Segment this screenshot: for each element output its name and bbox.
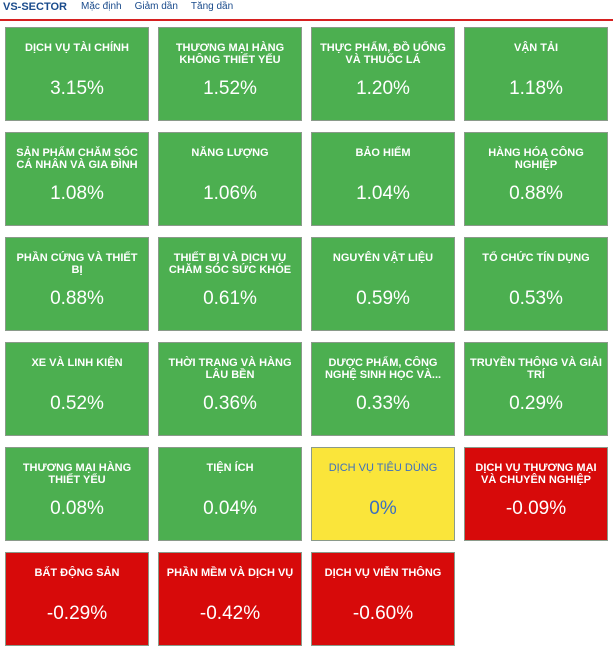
sector-change-value: 0.29% (509, 393, 563, 414)
sector-change-value: 1.08% (50, 183, 104, 204)
sector-tile[interactable]: HÀNG HÓA CÔNG NGHIỆP 0.88% (464, 132, 608, 226)
sector-name: THIẾT BỊ VÀ DỊCH VỤ CHĂM SÓC SỨC KHỎE (168, 252, 292, 276)
sector-name: TRUYỀN THÔNG VÀ GIẢI TRÍ (469, 357, 602, 381)
sector-tile[interactable]: THIẾT BỊ VÀ DỊCH VỤ CHĂM SÓC SỨC KHỎE 0.6… (158, 237, 302, 331)
sector-heatmap-grid: DỊCH VỤ TÀI CHÍNH 3.15% THƯƠNG MẠI HÀNG KH… (5, 27, 608, 646)
sector-change-value: -0.09% (505, 498, 567, 519)
sector-name: BẢO HIỂM (355, 147, 411, 159)
sector-name: PHẦN MỀM VÀ DỊCH VỤ (166, 567, 294, 579)
sector-change-value: 0.52% (50, 393, 104, 414)
sector-name: HÀNG HÓA CÔNG NGHIỆP (488, 147, 584, 171)
sector-header: VS-SECTOR Mặc định Giảm dần Tăng dần (0, 0, 613, 21)
sector-tile[interactable]: THỜI TRANG VÀ HÀNG LÂU BỀN 0.36% (158, 342, 302, 436)
sector-tile[interactable]: TRUYỀN THÔNG VÀ GIẢI TRÍ 0.29% (464, 342, 608, 436)
sector-tile[interactable]: THỰC PHẨM, ĐỒ UỐNG VÀ THUỐC LÁ 1.20% (311, 27, 455, 121)
sector-change-value: 0.08% (50, 498, 104, 519)
sector-name: THỜI TRANG VÀ HÀNG LÂU BỀN (168, 357, 292, 381)
sector-tile[interactable]: BẢO HIỂM 1.04% (311, 132, 455, 226)
sector-change-value: 0.53% (509, 288, 563, 309)
sector-name: TỔ CHỨC TÍN DỤNG (482, 252, 590, 264)
page-title: VS-SECTOR (3, 0, 67, 13)
sector-name: BẤT ĐỘNG SẢN (34, 567, 120, 579)
sector-name: DƯỢC PHẨM, CÔNG NGHỆ SINH HỌC VÀ... (324, 357, 442, 381)
sector-name: DỊCH VỤ THƯƠNG MẠI VÀ CHUYÊN NGHIỆP (475, 462, 597, 486)
sector-tile[interactable]: BẤT ĐỘNG SẢN -0.29% (5, 552, 149, 646)
sector-name: NGUYÊN VẬT LIỆU (332, 252, 434, 264)
sector-change-value: 1.18% (509, 78, 563, 99)
sector-change-value: -0.60% (352, 603, 414, 624)
sector-change-value: 0.88% (509, 183, 563, 204)
sector-change-value: 0.04% (203, 498, 257, 519)
sector-name: DỊCH VỤ VIỄN THÔNG (324, 567, 442, 579)
sector-tile[interactable]: THƯƠNG MẠI HÀNG THIẾT YẾU 0.08% (5, 447, 149, 541)
sector-tile[interactable]: NĂNG LƯỢNG 1.06% (158, 132, 302, 226)
sector-name: XE VÀ LINH KIỆN (31, 357, 123, 369)
sector-change-value: 0.59% (356, 288, 410, 309)
tab-default[interactable]: Mặc định (80, 1, 122, 12)
sector-name: DỊCH VỤ TIÊU DÙNG (328, 462, 438, 474)
sector-tile[interactable]: DỊCH VỤ TÀI CHÍNH 3.15% (5, 27, 149, 121)
sector-name: PHẦN CỨNG VÀ THIẾT BỊ (16, 252, 138, 276)
sector-tile[interactable]: TIỆN ÍCH 0.04% (158, 447, 302, 541)
sector-tile[interactable]: PHẦN MỀM VÀ DỊCH VỤ -0.42% (158, 552, 302, 646)
sector-tile[interactable]: PHẦN CỨNG VÀ THIẾT BỊ 0.88% (5, 237, 149, 331)
sector-tile[interactable]: DƯỢC PHẨM, CÔNG NGHỆ SINH HỌC VÀ... 0.33% (311, 342, 455, 436)
sector-change-value: 0.33% (356, 393, 410, 414)
sector-change-value: 0.36% (203, 393, 257, 414)
sector-tile[interactable]: DỊCH VỤ VIỄN THÔNG -0.60% (311, 552, 455, 646)
sector-change-value: 0.61% (203, 288, 257, 309)
sector-change-value: 1.52% (203, 78, 257, 99)
sector-tile[interactable]: TỔ CHỨC TÍN DỤNG 0.53% (464, 237, 608, 331)
sector-name: THƯƠNG MẠI HÀNG KHÔNG THIẾT YẾU (175, 42, 285, 66)
sector-name: SẢN PHẨM CHĂM SÓC CÁ NHÂN VÀ GIA ĐÌNH (16, 147, 138, 171)
sector-tile[interactable]: XE VÀ LINH KIỆN 0.52% (5, 342, 149, 436)
sector-change-value: 1.04% (356, 183, 410, 204)
sector-tile[interactable]: NGUYÊN VẬT LIỆU 0.59% (311, 237, 455, 331)
sector-change-value: -0.42% (199, 603, 261, 624)
sector-change-value: 3.15% (50, 78, 104, 99)
sector-change-value: 1.06% (203, 183, 257, 204)
sector-change-value: 0.88% (50, 288, 104, 309)
sector-name: THƯƠNG MẠI HÀNG THIẾT YẾU (22, 462, 132, 486)
sector-tile[interactable]: SẢN PHẨM CHĂM SÓC CÁ NHÂN VÀ GIA ĐÌNH 1.0… (5, 132, 149, 226)
tab-ascending[interactable]: Tăng dần (190, 1, 234, 12)
sector-name: THỰC PHẨM, ĐỒ UỐNG VÀ THUỐC LÁ (320, 42, 446, 66)
sector-tile[interactable]: DỊCH VỤ THƯƠNG MẠI VÀ CHUYÊN NGHIỆP -0.09… (464, 447, 608, 541)
sector-change-value: 0% (369, 498, 397, 519)
sector-name: VẬN TẢI (514, 42, 558, 54)
sector-name: NĂNG LƯỢNG (191, 147, 269, 159)
sector-change-value: 1.20% (356, 78, 410, 99)
sector-name: DỊCH VỤ TÀI CHÍNH (25, 42, 129, 54)
sector-name: TIỆN ÍCH (206, 462, 254, 474)
sector-tile[interactable]: DỊCH VỤ TIÊU DÙNG 0% (311, 447, 455, 541)
sector-tile[interactable]: THƯƠNG MẠI HÀNG KHÔNG THIẾT YẾU 1.52% (158, 27, 302, 121)
sector-change-value: -0.29% (46, 603, 108, 624)
sector-tile[interactable]: VẬN TẢI 1.18% (464, 27, 608, 121)
tab-descending[interactable]: Giảm dần (134, 1, 178, 12)
